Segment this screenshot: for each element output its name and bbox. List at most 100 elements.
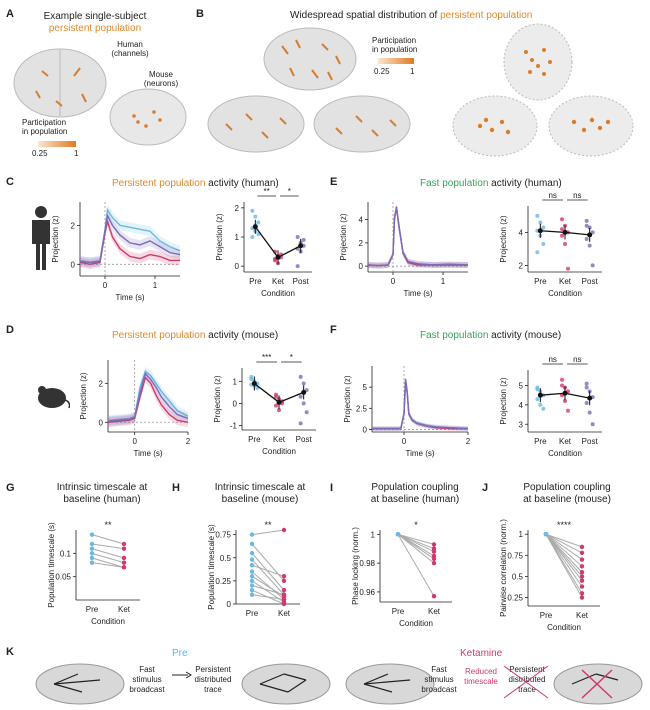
H-ytick-label: 0.75 [215,531,231,540]
k-pre-arrow-icon [172,671,192,679]
b-colorbar [378,58,414,64]
G-cat-label: Ket [118,605,131,614]
D_cond-sig-label: *** [262,353,271,362]
F_cond-point [584,385,589,390]
D_time-xtick-label: 0 [132,437,137,446]
C_cond-mean-point [298,243,304,249]
E_cond-point [584,218,589,223]
H-ket-point [281,574,287,579]
F_cond-cat-label: Post [582,437,599,446]
F_cond-ytick-label: 5 [519,382,524,391]
C_cond-mean-point [275,254,281,260]
D_time-ytick-label: 0 [99,418,104,427]
d-title-rest: activity (mouse) [205,330,279,341]
F_cond-point [584,381,589,386]
E_cond-ytick-label: 2 [519,261,524,270]
J-ket-point [579,574,585,579]
C_time-ytick-label: 2 [71,221,76,230]
E_time-line-post [367,207,468,267]
F_time-line-post [372,379,469,430]
J-pair-line [545,533,583,587]
G-pre-point [89,551,95,556]
J-pair-line [545,533,583,598]
panel-label-b: B [196,8,204,20]
J-ket-point [579,595,585,600]
H-pre-point [249,578,255,584]
D_cond-point [301,401,306,406]
b-human-right-lateral [312,94,412,156]
H-ytick-label: 0.5 [220,554,232,563]
F_cond-mean-point [537,392,543,398]
I-sig-label: * [414,520,418,530]
H-pre-point [249,583,255,588]
H-pre-point [249,541,255,547]
G-sig-label: ** [104,520,112,530]
I-xlabel: Condition [399,619,433,628]
e-title-rest: activity (human) [488,178,562,189]
F_time-ytick-label: 2.5 [356,404,368,413]
panel-label-j: J [482,482,489,494]
G-cat-label: Pre [86,605,99,614]
E_cond-point [560,227,564,232]
D_cond-point [298,374,303,379]
D_cond-mean-point [276,399,282,405]
panel-label-c: C [6,176,14,188]
panel-label-i: I [330,482,334,494]
C_cond-sig-label: * [288,187,291,196]
b-human-right-lateral-svg [313,95,411,153]
J-pair-line [545,533,583,581]
I-cat-label: Pre [392,607,405,616]
F_cond-xlabel: Condition [548,449,582,458]
b-mouse-left-svg [452,95,538,157]
J-pair-line [545,533,583,548]
E_cond-point [566,266,570,271]
F_cond-point [590,422,595,427]
b-mouse-topview [500,22,576,102]
C_time-xlabel: Time (s) [115,293,144,302]
E_cond-mean-point [587,232,593,238]
k-ket-reduced: Reduced timescale [464,667,498,686]
E_cond-point [541,225,546,230]
c-title-highlight: Persistent population [112,178,206,189]
D_time-xtick-label: 2 [186,437,191,446]
E_time-ylabel: Projection (z) [339,213,348,260]
H-pair-line [251,529,285,536]
panel-label-g: G [6,482,15,494]
I-ket-point [431,542,437,547]
C_cond-ytick-label: 1 [235,233,240,242]
D_time-line-post [107,372,189,422]
E_cond-sig-label: ns [548,191,556,200]
f-title-highlight: Fast population [420,330,489,341]
G-pre-point [89,560,95,565]
I-ket-point [431,549,437,554]
H-pre-point [249,550,255,556]
H-pre-point [249,574,255,579]
E_cond-point [535,213,540,218]
G-pre-point [89,555,95,561]
J-ket-point [579,570,585,575]
F_cond-mean-point [562,390,568,396]
E_cond-sig-label: ns [573,191,581,200]
H-ytick-label: 0.25 [215,577,231,586]
b-human-topview-svg [263,27,357,91]
C_cond-point [250,235,255,239]
E_cond-point [560,233,564,238]
G-pre-point [89,546,95,551]
H-ytick-label: 0 [227,600,232,609]
J-ket-point [579,591,585,596]
human-figure-icon [32,206,50,270]
D_cond-point [249,377,254,382]
H-pair-line [251,585,285,596]
J-ket-point [579,544,585,550]
J-ytick-label: 1 [519,530,524,539]
b-mouse-left [450,92,540,158]
a-legend-max: 1 [74,149,79,158]
E_time-band-post [368,204,468,269]
F_time-xtick-label: 2 [466,437,471,446]
H-ket-point [281,578,287,584]
C_cond-ylabel: Projection (z) [215,213,224,260]
k-ket-brain-left [345,663,435,705]
b-mouse-topview-svg [503,23,573,101]
H-pre-point [249,569,255,574]
E_cond-point [590,263,595,268]
